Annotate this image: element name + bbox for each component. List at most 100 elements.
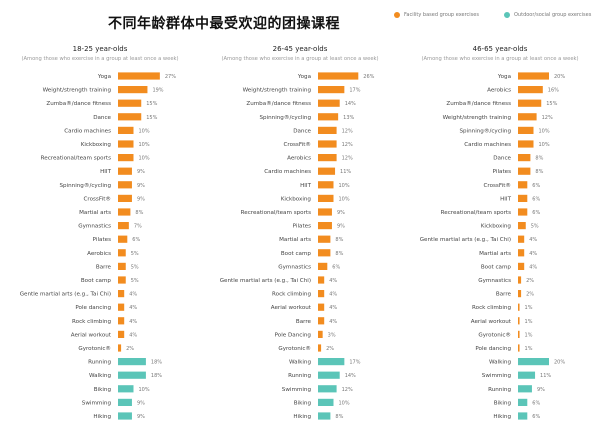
bar-gymnastics [318, 262, 328, 270]
value-label-spinning-cycling: 10% [539, 128, 550, 134]
value-label-spinning-cycling: 13% [343, 115, 354, 121]
bar-barre [118, 262, 126, 270]
category-label-gymnastics: Gymnastics [78, 224, 111, 230]
bar-gyrotonic [118, 344, 122, 352]
value-label-boot-camp: 5% [131, 278, 139, 284]
category-label-aerial-workout: Aerial workout [471, 319, 512, 325]
value-label-hiit: 9% [137, 169, 145, 175]
legend-facility: Facility based group exercises [394, 12, 479, 18]
category-label-boot-camp: Boot camp [481, 264, 512, 270]
category-label-martial-arts: Martial arts [79, 210, 111, 216]
category-label-zumba-dance-fitness: Zumba®/dance fitness [246, 100, 311, 107]
value-label-rock-climbing: 4% [129, 319, 137, 325]
bar-zumba-dance-fitness [518, 99, 542, 107]
category-label-pilates: Pilates [93, 237, 111, 243]
value-label-crossfit: 9% [137, 196, 145, 202]
bar-spinning-cycling [318, 113, 339, 121]
value-label-recreational-team-sports: 9% [337, 210, 345, 216]
value-label-walking: 20% [554, 360, 565, 366]
bar-yoga [118, 72, 160, 80]
panel-title: 46-65 year-olds [472, 45, 528, 53]
panel-subtitle: (Among those who exercise in a group at … [421, 56, 579, 62]
category-label-gentle-martial-arts-e-g-tai-chi: Gentle martial arts (e.g., Tai Chi) [20, 292, 111, 298]
bar-gentle-martial-arts-e-g-tai-chi [518, 235, 525, 243]
bar-kickboxing [118, 140, 134, 148]
value-label-running: 14% [345, 373, 356, 379]
value-label-cardio-machines: 11% [340, 169, 351, 175]
value-label-hiking: 6% [532, 414, 540, 420]
category-label-cardio-machines: Cardio machines [264, 169, 311, 175]
category-label-gymnastics: Gymnastics [278, 264, 311, 270]
bar-boot-camp [118, 276, 126, 284]
value-label-gymnastics: 7% [134, 224, 142, 230]
category-label-dance: Dance [93, 115, 111, 121]
value-label-gentle-martial-arts-e-g-tai-chi: 4% [529, 237, 537, 243]
category-label-rock-climbing: Rock climbing [72, 319, 111, 325]
value-label-boot-camp: 8% [335, 251, 343, 257]
category-label-barre: Barre [496, 292, 512, 298]
category-label-weight-strength-training: Weight/strength training [43, 88, 112, 94]
value-label-kickboxing: 10% [139, 142, 150, 148]
category-label-hiit: HIIT [300, 183, 312, 189]
category-label-running: Running [488, 387, 511, 393]
bar-cardio-machines [518, 140, 534, 148]
value-label-kickboxing: 5% [531, 224, 539, 230]
category-label-hiit: HIIT [500, 196, 512, 202]
panel-subtitle: (Among those who exercise in a group at … [21, 56, 179, 62]
category-label-martial-arts: Martial arts [279, 237, 311, 243]
bar-boot-camp [518, 262, 525, 270]
category-label-barre: Barre [296, 319, 312, 325]
bar-barre [318, 317, 325, 325]
legend-outdoor-swatch [504, 12, 510, 18]
bar-kickboxing [518, 222, 526, 230]
bar-aerial-workout [318, 303, 325, 311]
bar-crossfit [518, 181, 528, 189]
bar-aerial-workout [518, 317, 520, 325]
value-label-gentle-martial-arts-e-g-tai-chi: 4% [329, 278, 337, 284]
value-label-pole-dancing: 4% [129, 305, 137, 311]
bar-recreational-team-sports [118, 154, 134, 162]
bar-gymnastics [118, 222, 129, 230]
category-label-biking: Biking [494, 400, 512, 406]
bar-gyrotonic [518, 330, 520, 338]
bar-biking [518, 398, 528, 406]
category-label-aerobics: Aerobics [287, 156, 311, 162]
bar-hiit [318, 181, 334, 189]
value-label-crossfit: 12% [342, 142, 353, 148]
category-label-pilates: Pilates [293, 224, 311, 230]
bar-spinning-cycling [518, 126, 534, 134]
category-label-martial-arts: Martial arts [479, 251, 511, 257]
bar-gentle-martial-arts-e-g-tai-chi [318, 276, 325, 284]
bar-pilates [518, 167, 531, 175]
value-label-spinning-cycling: 9% [137, 183, 145, 189]
legend-facility-swatch [394, 12, 400, 18]
category-label-yoga: Yoga [97, 74, 111, 80]
value-label-biking: 10% [339, 400, 350, 406]
category-label-zumba-dance-fitness: Zumba®/dance fitness [446, 100, 511, 107]
category-label-rock-climbing: Rock climbing [472, 305, 511, 311]
panel-26-45: 26-45 year-olds (Among those who exercis… [200, 42, 400, 432]
bar-hiking [518, 412, 528, 420]
bar-cardio-machines [118, 126, 134, 134]
value-label-dance: 15% [146, 115, 157, 121]
legend-facility-label: Facility based group exercises [404, 12, 479, 18]
bar-dance [318, 126, 337, 134]
bar-aerobics [318, 154, 337, 162]
value-label-pilates: 6% [132, 237, 140, 243]
category-label-pole-dancing: Pole dancing [475, 346, 511, 352]
bar-gyrotonic [318, 344, 322, 352]
bar-hiking [118, 412, 132, 420]
bar-boot-camp [318, 249, 331, 257]
bar-dance [118, 113, 142, 121]
bar-walking [518, 358, 549, 366]
bar-weight-strength-training [518, 113, 537, 121]
bar-pole-dancing [118, 303, 125, 311]
category-label-dance: Dance [493, 156, 511, 162]
category-label-crossfit: CrossFit® [84, 195, 112, 202]
category-label-spinning-cycling: Spinning®/cycling [459, 127, 511, 134]
category-label-spinning-cycling: Spinning®/cycling [59, 182, 111, 189]
category-label-hiking: Hiking [293, 414, 311, 420]
bar-running [118, 358, 146, 366]
bar-rock-climbing [518, 303, 520, 311]
value-label-recreational-team-sports: 6% [532, 210, 540, 216]
